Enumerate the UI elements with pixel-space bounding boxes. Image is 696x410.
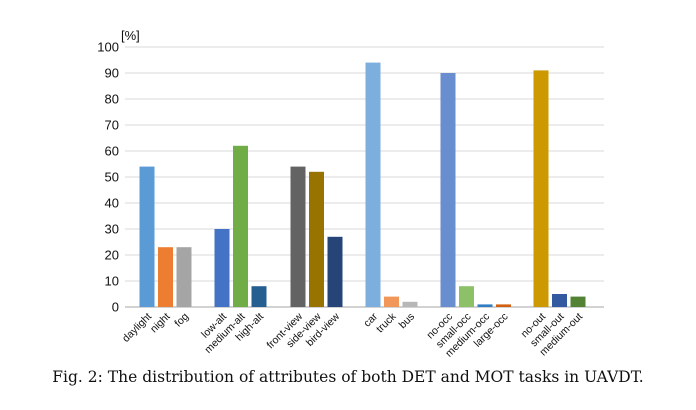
bar-high-alt [251, 286, 267, 307]
bar-medium-alt [233, 145, 248, 307]
bar-medium-occ [477, 304, 493, 307]
y-tick-label: 80 [105, 92, 119, 107]
bar-fog [176, 247, 192, 307]
y-tick-label: 10 [105, 274, 119, 289]
bar-small-occ [459, 286, 474, 307]
bar-side-view [309, 171, 324, 307]
y-tick-label: 30 [105, 222, 119, 237]
bar-no-occ [440, 73, 456, 307]
y-tick-label: 40 [105, 196, 119, 211]
bar-bus [402, 301, 418, 307]
x-tick-label-fog: fog [172, 311, 191, 330]
bar-low-alt [214, 229, 230, 307]
bar-daylight [139, 166, 155, 307]
bar-night [158, 247, 173, 307]
y-axis: 0 10 20 30 40 50 60 70 80 90 100 [97, 40, 119, 315]
bar-bird-view [327, 236, 343, 307]
bar-truck [384, 296, 399, 307]
bar-car [365, 62, 381, 307]
y-tick-label: 90 [105, 66, 119, 81]
figure-caption: Fig. 2: The distribution of attributes o… [52, 368, 644, 386]
bar-medium-out [570, 296, 586, 307]
bar-no-out [533, 70, 549, 308]
bar-small-out [552, 294, 567, 307]
y-tick-label: 0 [112, 300, 119, 315]
y-tick-label: 20 [105, 248, 119, 263]
y-tick-label: 50 [105, 170, 119, 185]
x-tick-label-night: night [148, 311, 173, 336]
attribute-distribution-chart: 0 10 20 30 40 50 60 70 80 90 100 [%] daylightnight… [97, 28, 604, 360]
bar-series [139, 62, 586, 308]
bar-front-view [290, 166, 306, 307]
y-unit-label: [%] [121, 28, 140, 43]
y-tick-label: 60 [105, 144, 119, 159]
y-tick-label: 70 [105, 118, 119, 133]
y-tick-label: 100 [97, 40, 119, 55]
gridlines [125, 46, 604, 308]
bar-large-occ [496, 304, 511, 307]
x-tick-label-bus: bus [397, 311, 417, 331]
